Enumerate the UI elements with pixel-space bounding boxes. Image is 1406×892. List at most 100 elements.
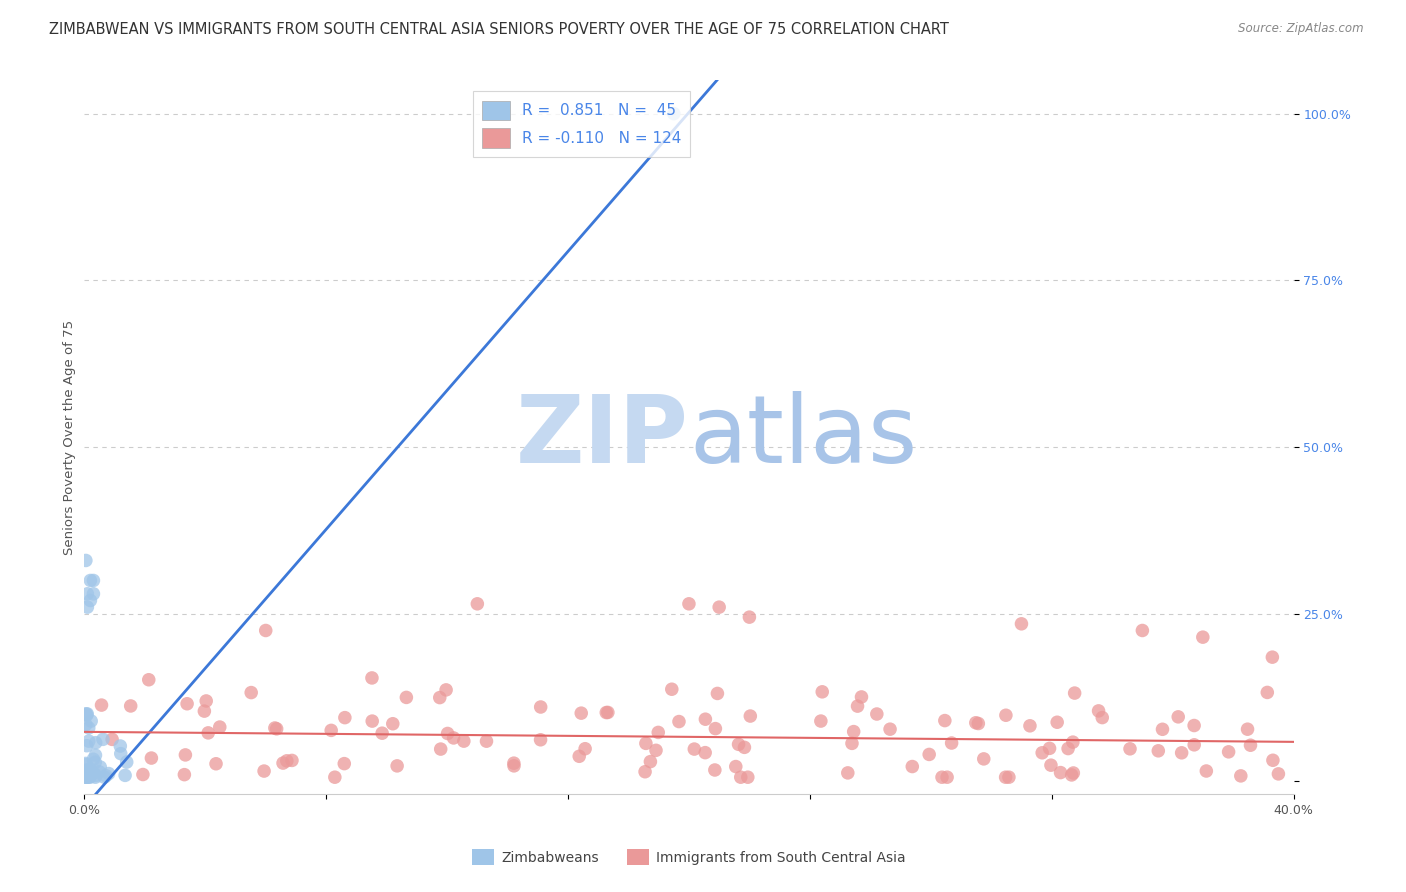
Point [110,739,132,753]
Point [75,756,97,771]
Point [77,770,100,784]
Point [811,685,834,699]
Point [645,743,668,757]
Point [1182,738,1205,752]
Point [263,721,285,735]
Point [76,708,98,723]
Point [76,706,98,721]
Point [851,690,873,704]
Point [1062,735,1084,749]
Point [936,770,959,784]
Point [174,747,197,762]
Point [271,756,294,770]
Point [132,767,155,781]
Point [240,685,263,699]
Point [77,764,100,779]
Point [173,767,195,781]
Point [276,754,298,768]
Point [75,770,97,784]
Point [141,751,163,765]
Point [97,766,120,780]
Point [704,722,727,736]
Point [176,697,198,711]
Text: ZIMBABWEAN VS IMMIGRANTS FROM SOUTH CENTRAL ASIA SENIORS POVERTY OVER THE AGE OF: ZIMBABWEAN VS IMMIGRANTS FROM SOUTH CENT… [49,22,949,37]
Point [1236,722,1258,736]
Point [709,600,731,615]
Point [846,699,869,714]
Point [82,574,104,588]
Point [678,597,700,611]
Point [994,770,1017,784]
Point [82,765,104,780]
Y-axis label: Seniors Poverty Over the Age of 75: Seniors Poverty Over the Age of 75 [63,319,76,555]
Point [1011,616,1033,631]
Point [568,749,591,764]
Text: Source: ZipAtlas.com: Source: ZipAtlas.com [1239,22,1364,36]
Point [385,759,408,773]
Point [1049,765,1071,780]
Point [94,769,117,783]
Text: ZIP: ZIP [516,391,689,483]
Point [931,770,953,784]
Point [837,765,859,780]
Point [254,624,277,638]
Point [475,734,498,748]
Point [1192,630,1215,644]
Point [842,724,865,739]
Point [1261,650,1284,665]
Point [1218,745,1240,759]
Point [75,553,97,567]
Point [1038,741,1060,756]
Point [967,716,990,731]
Point [683,742,706,756]
Point [1063,686,1085,700]
Point [1170,746,1192,760]
Legend: Zimbabweans, Immigrants from South Central Asia: Zimbabweans, Immigrants from South Centr… [467,844,911,871]
Point [866,706,889,721]
Point [266,722,288,736]
Point [79,593,101,607]
Point [75,770,97,784]
Point [90,698,112,712]
Point [84,748,107,763]
Point [79,770,101,784]
Point [79,762,101,776]
Point [101,732,124,747]
Point [703,763,725,777]
Point [901,759,924,773]
Point [502,756,524,771]
Point [84,768,107,782]
Point [695,712,717,726]
Point [395,690,418,705]
Point [737,770,759,784]
Point [84,736,107,750]
Point [80,714,103,728]
Point [530,700,553,714]
Point [596,706,619,720]
Point [84,770,107,784]
Point [79,574,101,588]
Point [138,673,160,687]
Point [429,742,451,756]
Point [114,768,136,782]
Point [595,706,617,720]
Point [1039,758,1062,772]
Point [75,757,97,772]
Point [110,747,132,761]
Point [918,747,941,762]
Point [120,698,142,713]
Text: atlas: atlas [689,391,917,483]
Point [115,755,138,769]
Point [941,736,963,750]
Point [77,734,100,748]
Point [1167,710,1189,724]
Point [640,755,662,769]
Point [740,709,762,723]
Point [80,766,103,780]
Point [1182,718,1205,732]
Point [1147,744,1170,758]
Point [195,694,218,708]
Point [197,726,219,740]
Point [668,714,690,729]
Point [730,770,752,784]
